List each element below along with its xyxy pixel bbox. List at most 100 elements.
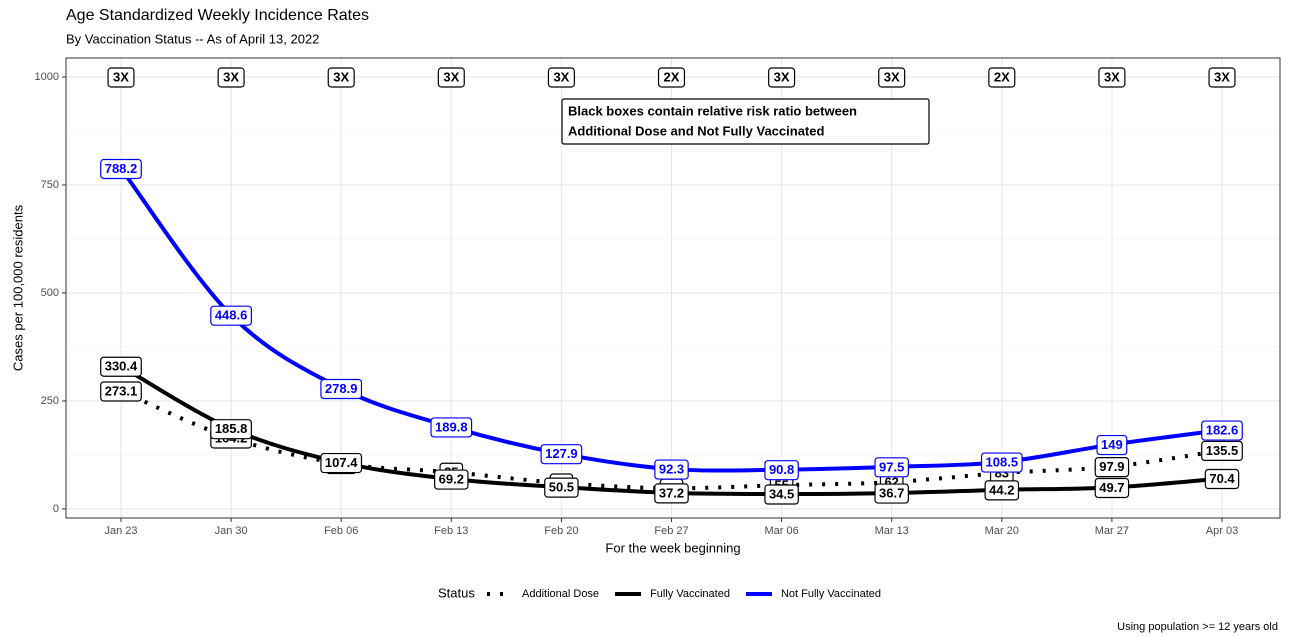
legend-label: Not Fully Vaccinated (781, 588, 881, 600)
data-label: 149 (1101, 437, 1123, 452)
data-label-box (980, 452, 1023, 473)
y-tick-label: 750 (41, 179, 59, 191)
data-label: 69.2 (439, 471, 464, 486)
data-label-box (540, 444, 583, 465)
y-tick-label: 1000 (35, 71, 59, 83)
data-label: 182.6 (1206, 422, 1239, 437)
ratio-label-box (878, 67, 906, 88)
data-label-box (210, 419, 252, 440)
y-tick-label: 500 (41, 287, 59, 299)
ratio-label-box (327, 67, 355, 88)
ratio-label: 3X (113, 69, 129, 84)
data-label-box (1094, 457, 1130, 478)
data-label: 135.5 (1206, 443, 1239, 458)
data-label: 49.7 (1099, 480, 1124, 495)
x-tick-label: Apr 03 (1206, 525, 1238, 537)
data-label-box (764, 460, 799, 481)
ratio-label-box (217, 67, 245, 88)
data-label-box (434, 469, 469, 490)
data-label: 278.9 (325, 381, 358, 396)
y-tick-label: 0 (53, 503, 59, 515)
ratio-label: 3X (223, 69, 239, 84)
x-tick-label: Feb 06 (324, 525, 358, 537)
data-label-box (100, 356, 142, 377)
data-label: 788.2 (105, 161, 138, 176)
data-labels: 330.4 185.8 107.4 69.2 50.5 37.2 34.5 36.7 44.2 4… (100, 356, 1240, 505)
data-label: 44.2 (989, 482, 1014, 497)
data-label-box (100, 381, 142, 402)
legend: Status Additional Dose Fully Vaccinated Not… (438, 585, 881, 600)
data-label-box (1094, 477, 1130, 499)
x-tick-label: Jan 30 (215, 525, 248, 537)
chart-subtitle: By Vaccination Status -- As of April 13,… (66, 31, 319, 46)
x-tick-label: Feb 13 (434, 525, 468, 537)
data-label-box (1096, 434, 1128, 456)
chart-title: Age Standardized Weekly Incidence Rates (66, 7, 369, 24)
annotation-text: Additional Dose and Not Fully Vaccinated (568, 123, 824, 138)
data-label-box (320, 452, 363, 474)
ratio-label-box (1208, 67, 1236, 88)
data-label: 108.5 (986, 455, 1019, 470)
ratio-label-box (657, 67, 686, 88)
y-tick-label: 250 (41, 395, 59, 407)
ratio-label-box (768, 67, 796, 88)
ratio-label: 3X (333, 69, 349, 84)
ratio-label-box (107, 67, 135, 88)
x-axis-label: For the week beginning (605, 540, 740, 555)
ratio-label: 3X (1214, 69, 1230, 84)
x-tick-label: Feb 27 (654, 525, 688, 537)
data-label: 330.4 (105, 359, 138, 374)
data-label-box (100, 158, 142, 180)
ratio-label-box (1098, 67, 1126, 88)
plot-border (65, 57, 1281, 519)
data-label-box (1204, 468, 1240, 490)
data-label: 448.6 (215, 308, 248, 323)
x-tick-label: Mar 06 (764, 525, 798, 537)
data-label-box (1201, 440, 1243, 462)
y-axis-label: Cases per 100,000 residents (10, 204, 25, 371)
data-label-box (430, 417, 473, 438)
data-label-box (654, 459, 689, 480)
data-label: 90.8 (769, 462, 794, 477)
legend-label: Fully Vaccinated (650, 588, 730, 600)
data-label: 92.3 (659, 462, 684, 477)
data-label-box (544, 477, 579, 498)
data-label: 50.5 (549, 480, 574, 495)
ratio-labels: 3X 3X 3X 3X 3X 2X 3X 3X 2X 3X 3X (107, 67, 1236, 88)
data-label-box (210, 305, 252, 326)
data-label: 97.9 (1099, 459, 1124, 474)
data-label: 37.2 (659, 485, 684, 500)
data-label-box (654, 483, 689, 504)
legend-label: Additional Dose (522, 588, 599, 600)
data-label: 97.5 (879, 459, 904, 474)
data-label: 189.8 (435, 419, 468, 434)
ratio-label: 3X (1104, 69, 1120, 84)
x-tick-label: Feb 20 (544, 525, 578, 537)
legend-title: Status (438, 585, 475, 600)
data-label-box (764, 484, 799, 505)
x-tick-label: Mar 20 (985, 525, 1019, 537)
data-label: 273.1 (105, 383, 138, 398)
x-tick-label: Mar 13 (875, 525, 909, 537)
ratio-label-box (547, 67, 575, 88)
annotation-box (561, 98, 930, 145)
annotation-text: Black boxes contain relative risk ratio … (568, 103, 857, 118)
data-label-box (874, 457, 909, 478)
data-label-box (984, 480, 1020, 501)
ratio-label-box (988, 67, 1016, 88)
ratio-label: 2X (664, 69, 680, 84)
ratio-label: 3X (774, 69, 790, 84)
caption: Using population >= 12 years old (1117, 621, 1278, 633)
data-label: 185.8 (215, 421, 248, 436)
data-label: 127.9 (545, 446, 578, 461)
data-label: 107.4 (325, 455, 358, 470)
data-labels: 788.2 448.6 278.9 189.8 127.9 92.3 90.8 97.5 108… (100, 158, 1243, 481)
data-label: 36.7 (879, 486, 904, 501)
ratio-label: 3X (443, 69, 459, 84)
x-tick-label: Jan 23 (104, 525, 137, 537)
data-label-box (1201, 420, 1243, 441)
ratio-label: 2X (994, 69, 1010, 84)
x-tick-label: Mar 27 (1095, 525, 1129, 537)
data-label-box (320, 378, 363, 400)
